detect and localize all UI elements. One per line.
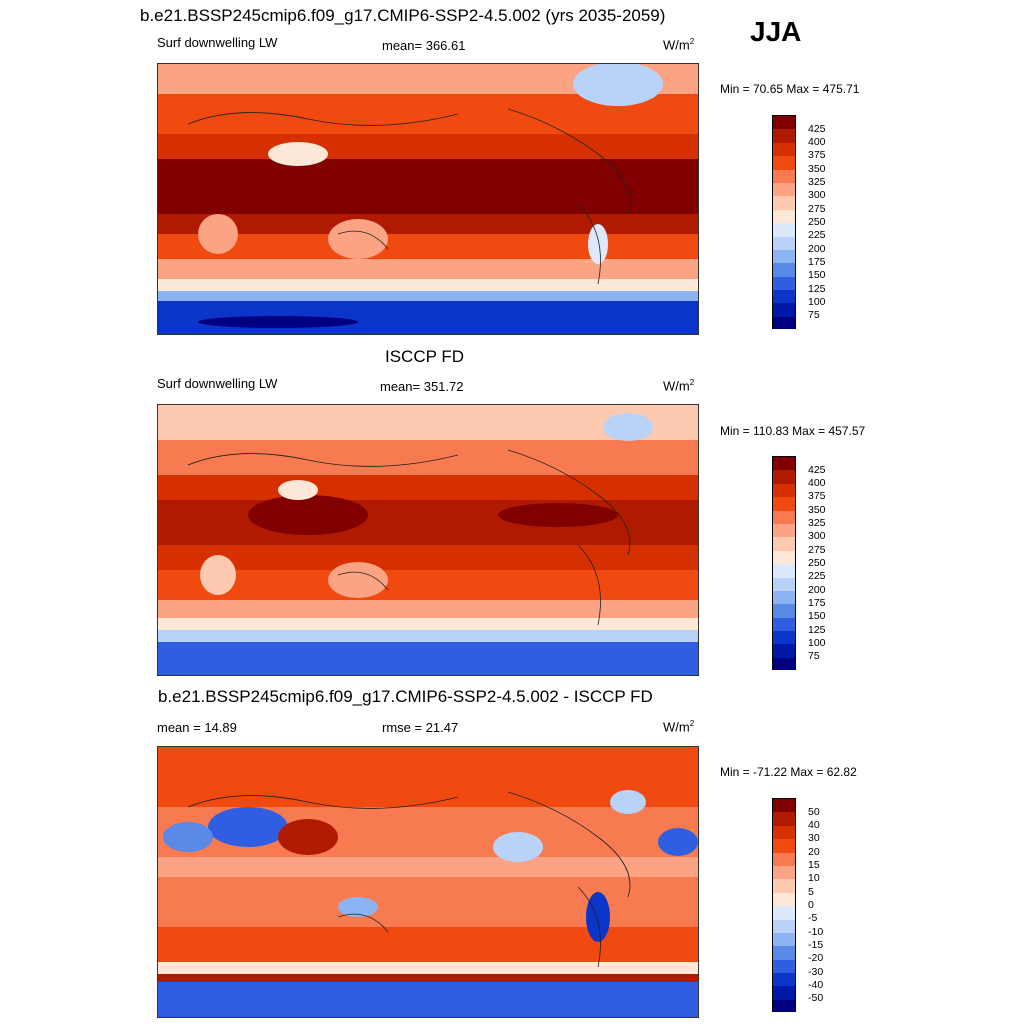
- panel3-tick: -15: [808, 939, 824, 951]
- panel1-tick: 225: [808, 229, 826, 241]
- panel2-map: [157, 404, 699, 676]
- panel3-tick: -5: [808, 912, 818, 924]
- panel2-colorbar: [772, 456, 796, 670]
- panel1-tick: 375: [808, 149, 826, 161]
- panel2-tick: 425: [808, 464, 826, 476]
- panel3-colorbar: [772, 798, 796, 1012]
- season-label: JJA: [750, 16, 802, 47]
- panel3-rmse-label: rmse = 21.47: [382, 720, 459, 735]
- panel1-colorbar: [772, 115, 796, 329]
- panel2-tick: 350: [808, 504, 826, 516]
- panel1-tick: 350: [808, 163, 826, 175]
- panel3-units: W/m2: [663, 719, 695, 735]
- panel1-tick: 100: [808, 296, 826, 308]
- panel2-tick: 125: [808, 624, 826, 636]
- panel3-tick: 20: [808, 846, 820, 858]
- panel1-mean-label: mean= 366.61: [382, 38, 466, 53]
- panel3-mean-label: mean = 14.89: [157, 720, 237, 735]
- panel3-map: [157, 746, 699, 1018]
- panel3-tick: -10: [808, 926, 824, 938]
- panel2-tick: 200: [808, 584, 826, 596]
- panel2-tick: 225: [808, 570, 826, 582]
- panel1-tick: 75: [808, 309, 820, 321]
- panel3-tick: 0: [808, 899, 814, 911]
- panel1-tick: 150: [808, 269, 826, 281]
- panel1-minmax: Min = 70.65 Max = 475.71: [720, 82, 860, 96]
- panel2-tick: 300: [808, 530, 826, 542]
- panel2-tick: 250: [808, 557, 826, 569]
- panel1-map: [157, 63, 699, 335]
- panel3-tick: 10: [808, 872, 820, 884]
- panel3-tick: 30: [808, 832, 820, 844]
- panel3-tick: 50: [808, 806, 820, 818]
- panel2-tick: 100: [808, 637, 826, 649]
- panel2-tick: 375: [808, 490, 826, 502]
- panel2-tick: 175: [808, 597, 826, 609]
- panel2-variable-label: Surf downwelling LW: [157, 376, 278, 391]
- panel1-tick: 325: [808, 176, 826, 188]
- panel1-tick: 425: [808, 123, 826, 135]
- panel1-units: W/m2: [663, 37, 695, 53]
- panel2-tick: 150: [808, 610, 826, 622]
- panel1-tick: 300: [808, 189, 826, 201]
- panel2-tick: 75: [808, 650, 820, 662]
- panel3-tick: -40: [808, 979, 824, 991]
- panel3-tick: 5: [808, 886, 814, 898]
- panel1-tick: 250: [808, 216, 826, 228]
- panel1-tick: 275: [808, 203, 826, 215]
- panel2-tick: 325: [808, 517, 826, 529]
- panel2-tick: 275: [808, 544, 826, 556]
- panel2-minmax: Min = 110.83 Max = 457.57: [720, 424, 866, 438]
- panel3-tick: 40: [808, 819, 820, 831]
- panel3-tick: 15: [808, 859, 820, 871]
- panel3-tick: -30: [808, 966, 824, 978]
- panel2-title: ISCCP FD: [385, 347, 465, 366]
- panel3-title: b.e21.BSSP245cmip6.f09_g17.CMIP6-SSP2-4.…: [158, 687, 653, 706]
- panel3-tick: -20: [808, 952, 824, 964]
- panel1-variable-label: Surf downwelling LW: [157, 35, 278, 50]
- panel2-tick: 400: [808, 477, 826, 489]
- panel2-mean-label: mean= 351.72: [380, 379, 464, 394]
- panel3-minmax: Min = -71.22 Max = 62.82: [720, 765, 857, 779]
- panel1-tick: 200: [808, 243, 826, 255]
- panel1-tick: 125: [808, 283, 826, 295]
- panel3-tick: -50: [808, 992, 824, 1004]
- panel2-units: W/m2: [663, 378, 695, 394]
- panel1-title: b.e21.BSSP245cmip6.f09_g17.CMIP6-SSP2-4.…: [140, 6, 666, 25]
- panel1-tick: 400: [808, 136, 826, 148]
- panel1-tick: 175: [808, 256, 826, 268]
